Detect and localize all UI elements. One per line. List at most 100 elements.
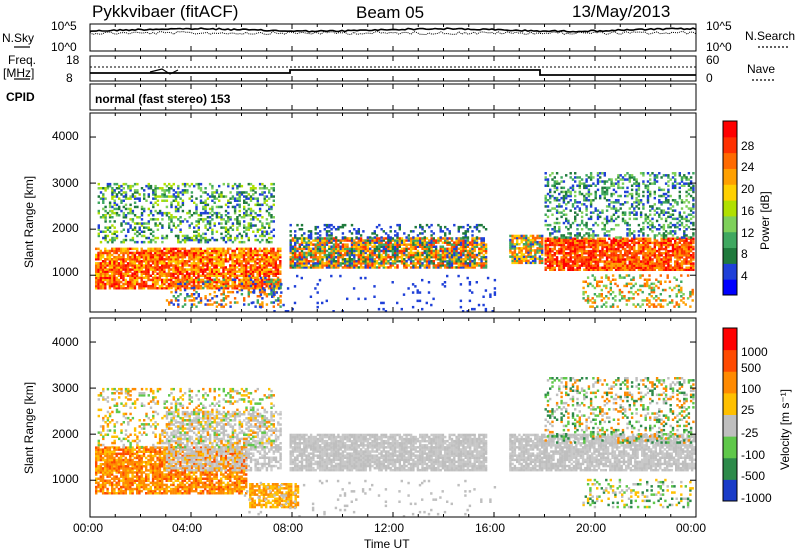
power-cell bbox=[143, 240, 146, 244]
power-cell bbox=[218, 184, 221, 188]
power-cell bbox=[229, 255, 232, 259]
power-cell bbox=[120, 270, 123, 273]
power-cell bbox=[147, 287, 150, 290]
power-cell bbox=[674, 245, 677, 249]
power-cell bbox=[596, 254, 600, 257]
power-cell bbox=[272, 247, 275, 251]
power-cell bbox=[369, 241, 372, 244]
power-cell bbox=[466, 239, 470, 242]
power-cell bbox=[312, 249, 315, 253]
power-cell bbox=[190, 280, 193, 284]
power-cell bbox=[101, 280, 105, 284]
power-cell bbox=[683, 239, 686, 242]
power-cell bbox=[233, 197, 237, 200]
power-cell bbox=[350, 264, 354, 267]
power-cell bbox=[414, 237, 417, 240]
power-cell bbox=[224, 258, 227, 261]
power-cell bbox=[136, 205, 139, 209]
power-cell bbox=[578, 258, 581, 261]
freq-label: Freq. bbox=[8, 53, 36, 67]
power-cell bbox=[676, 252, 679, 255]
power-cell bbox=[589, 211, 593, 214]
power-cell bbox=[621, 256, 625, 259]
power-cell bbox=[380, 239, 383, 242]
power-cell bbox=[651, 217, 654, 221]
power-cell bbox=[664, 249, 668, 253]
power-cell bbox=[576, 236, 579, 239]
power-cell bbox=[272, 280, 275, 284]
power-cell bbox=[478, 251, 481, 255]
power-cell bbox=[140, 207, 144, 211]
power-cell bbox=[624, 219, 627, 223]
power-cell bbox=[113, 230, 116, 233]
power-cell bbox=[192, 284, 196, 288]
power-cell bbox=[289, 249, 292, 253]
power-cell bbox=[126, 258, 130, 261]
power-cell bbox=[251, 270, 255, 273]
power-cell bbox=[630, 241, 634, 245]
power-cell bbox=[511, 238, 514, 242]
power-cell bbox=[154, 195, 157, 198]
power-cell bbox=[167, 255, 171, 259]
power-cell bbox=[131, 251, 134, 255]
power-cell bbox=[108, 270, 112, 273]
power-cell bbox=[101, 274, 105, 277]
power-cell bbox=[181, 264, 184, 267]
power-cell bbox=[204, 203, 207, 207]
power-cell bbox=[642, 203, 645, 206]
freq-tick-bottom: 8 bbox=[66, 71, 73, 85]
power-cell bbox=[466, 258, 470, 261]
power-cell bbox=[211, 236, 214, 240]
power-cell bbox=[129, 203, 132, 207]
power-cell bbox=[142, 280, 146, 284]
power-cell bbox=[101, 266, 105, 269]
power-cell bbox=[371, 251, 374, 255]
power-cell bbox=[378, 253, 381, 257]
power-cell bbox=[594, 245, 597, 249]
power-cell bbox=[628, 268, 631, 271]
power-cell bbox=[375, 255, 379, 259]
power-cell bbox=[319, 260, 322, 263]
power-cell bbox=[628, 252, 631, 255]
power-cell bbox=[156, 266, 159, 269]
power-cell bbox=[145, 268, 148, 271]
power-cell bbox=[462, 260, 465, 263]
power-cell bbox=[185, 284, 189, 288]
power-cell bbox=[238, 264, 241, 267]
power-cell bbox=[364, 245, 367, 248]
power-cell bbox=[653, 192, 656, 196]
power-cell bbox=[453, 253, 456, 257]
power-cell bbox=[687, 256, 691, 259]
power-cell bbox=[353, 260, 356, 263]
power-cell bbox=[168, 191, 171, 194]
power-cell bbox=[626, 221, 629, 225]
power-cell bbox=[210, 262, 214, 265]
power-cell bbox=[106, 253, 109, 257]
power-cell bbox=[633, 239, 636, 242]
power-cell bbox=[469, 253, 472, 257]
power-cell bbox=[583, 247, 586, 251]
power-cell bbox=[218, 195, 221, 198]
power-cell bbox=[208, 224, 212, 227]
power-cell bbox=[421, 258, 424, 261]
power-cell bbox=[229, 234, 232, 238]
power-cell bbox=[124, 278, 127, 282]
power-cell bbox=[140, 211, 144, 215]
power-cell bbox=[108, 220, 112, 223]
power-cell bbox=[136, 270, 139, 273]
power-cell bbox=[233, 260, 237, 263]
power-cell bbox=[653, 174, 656, 177]
power-cell bbox=[346, 266, 349, 269]
power-cell bbox=[596, 217, 600, 221]
power-cell bbox=[605, 256, 609, 259]
power-cell bbox=[565, 207, 568, 210]
power-cell bbox=[231, 195, 235, 198]
power-cell bbox=[400, 239, 404, 242]
power-cell bbox=[617, 174, 620, 177]
power-cell bbox=[305, 241, 308, 244]
power-cell bbox=[599, 237, 602, 240]
power-cell bbox=[576, 262, 579, 265]
power-cell bbox=[236, 226, 239, 229]
power-cell bbox=[113, 232, 116, 236]
